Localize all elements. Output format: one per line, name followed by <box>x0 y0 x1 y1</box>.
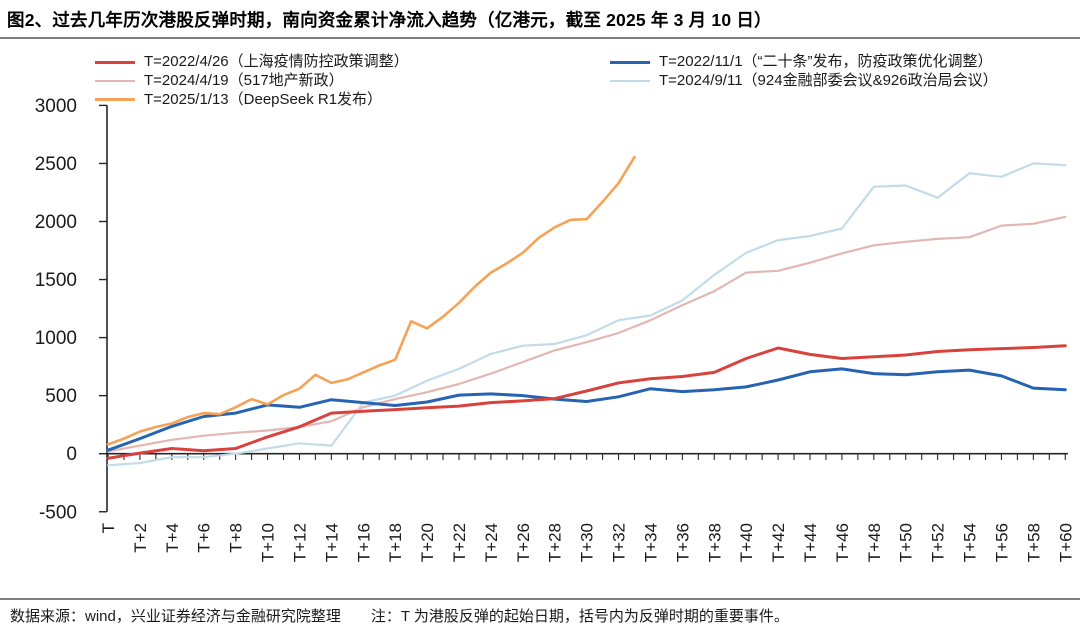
legend-item-s2024_09_11: T=2024/9/11（924金融部委会议&926政治局会议） <box>610 72 998 90</box>
x-tick-label: T+44 <box>801 523 820 562</box>
x-tick-label: T <box>99 523 118 533</box>
y-tick-label: 3000 <box>35 96 77 117</box>
x-tick-label: T+16 <box>354 523 373 562</box>
y-tick-label: 2500 <box>35 154 77 175</box>
chart-legend: T=2024/4/19（517地产新政） T=2024/9/11（924金融部委会… <box>0 0 1080 115</box>
legend-item-s2022_04_26: T=2022/4/26（上海疫情防控政策调整） <box>95 53 409 71</box>
x-tick-label: T+2 <box>131 523 150 553</box>
legend-swatch-s2025_01_13 <box>95 98 135 102</box>
y-tick-label: -500 <box>39 502 77 523</box>
y-tick-label: 1500 <box>35 270 77 291</box>
series-line-s2022_04_26 <box>106 344 1067 460</box>
x-tick-label: T+40 <box>737 523 756 562</box>
legend-label-s2022_04_26: T=2022/4/26（上海疫情防控政策调整） <box>144 53 409 70</box>
legend-swatch-s2022_04_26 <box>95 60 135 64</box>
x-tick-label: T+32 <box>610 523 629 562</box>
legend-label-s2024_09_11: T=2024/9/11（924金融部委会议&926政治局会议） <box>659 71 998 89</box>
footer: 数据来源：wind，兴业证券经济与金融研究院整理 注：T 为港股反弹的起始日期，括… <box>10 605 789 626</box>
title-divider <box>0 37 1080 39</box>
x-tick-label: T+18 <box>386 523 405 562</box>
series-line-s2024_04_19 <box>106 215 1067 453</box>
footer-divider <box>0 598 1080 600</box>
footer-note: 注：T 为港股反弹的起始日期，括号内为反弹时期的重要事件。 <box>370 608 789 625</box>
x-tick-label: T+22 <box>450 523 469 562</box>
legend-label-s2022_11_01: T=2022/11/1（“二十条”发布，防疫政策优化调整） <box>659 53 993 70</box>
x-tick-label: T+48 <box>865 523 884 562</box>
y-tick-label: 500 <box>45 386 77 407</box>
x-tick-label: T+12 <box>290 523 309 562</box>
x-tick-label: T+56 <box>992 523 1011 562</box>
x-tick-label: T+34 <box>641 523 660 562</box>
page-title: 图2、过去几年历次港股反弹时期，南向资金累计净流入趋势（亿港元，截至 2025 … <box>7 10 772 30</box>
x-tick-label: T+42 <box>769 523 788 562</box>
x-tick-label: T+14 <box>322 523 341 562</box>
y-tick-label: 1000 <box>35 328 77 349</box>
x-tick-label: T+58 <box>1024 523 1043 562</box>
x-tick-label: T+8 <box>227 523 246 553</box>
legend-label-s2025_01_13: T=2025/1/13（DeepSeek R1发布） <box>144 90 383 108</box>
legend-item-s2025_01_13: T=2025/1/13（DeepSeek R1发布） <box>95 91 382 109</box>
x-tick-label: T+38 <box>705 523 724 562</box>
x-tick-label: T+28 <box>546 523 565 562</box>
footer-source: 数据来源：wind，兴业证券经济与金融研究院整理 <box>10 608 341 625</box>
y-tick-label: 0 <box>66 444 77 465</box>
series-line-s2024_09_11 <box>106 162 1067 467</box>
x-tick-label: T+30 <box>578 523 597 562</box>
x-tick-label: T+54 <box>961 523 980 562</box>
x-tick-label: T+4 <box>163 523 182 553</box>
legend-swatch-s2024_04_19 <box>95 79 135 82</box>
y-tick-label: 2000 <box>35 212 77 233</box>
x-tick-label: T+60 <box>1056 523 1075 562</box>
legend-swatch-s2022_11_01 <box>610 60 650 64</box>
x-tick-label: T+50 <box>897 523 916 562</box>
legend-item-s2022_11_01: T=2022/11/1（“二十条”发布，防疫政策优化调整） <box>610 53 993 71</box>
series-line-s2025_01_13 <box>106 155 636 446</box>
x-tick-label: T+20 <box>418 523 437 562</box>
series-line-s2022_11_01 <box>106 367 1067 452</box>
x-tick-label: T+6 <box>195 523 214 553</box>
x-tick-label: T+52 <box>929 523 948 562</box>
legend-label-s2024_04_19: T=2024/4/19（517地产新政） <box>144 71 344 89</box>
legend-swatch-s2024_09_11 <box>610 79 650 82</box>
x-tick-label: T+26 <box>514 523 533 562</box>
x-tick-label: T+36 <box>673 523 692 562</box>
legend-item-s2024_04_19: T=2024/4/19（517地产新政） <box>95 72 344 90</box>
x-tick-label: T+10 <box>259 523 278 562</box>
x-tick-label: T+46 <box>833 523 852 562</box>
x-tick-label: T+24 <box>482 523 501 562</box>
